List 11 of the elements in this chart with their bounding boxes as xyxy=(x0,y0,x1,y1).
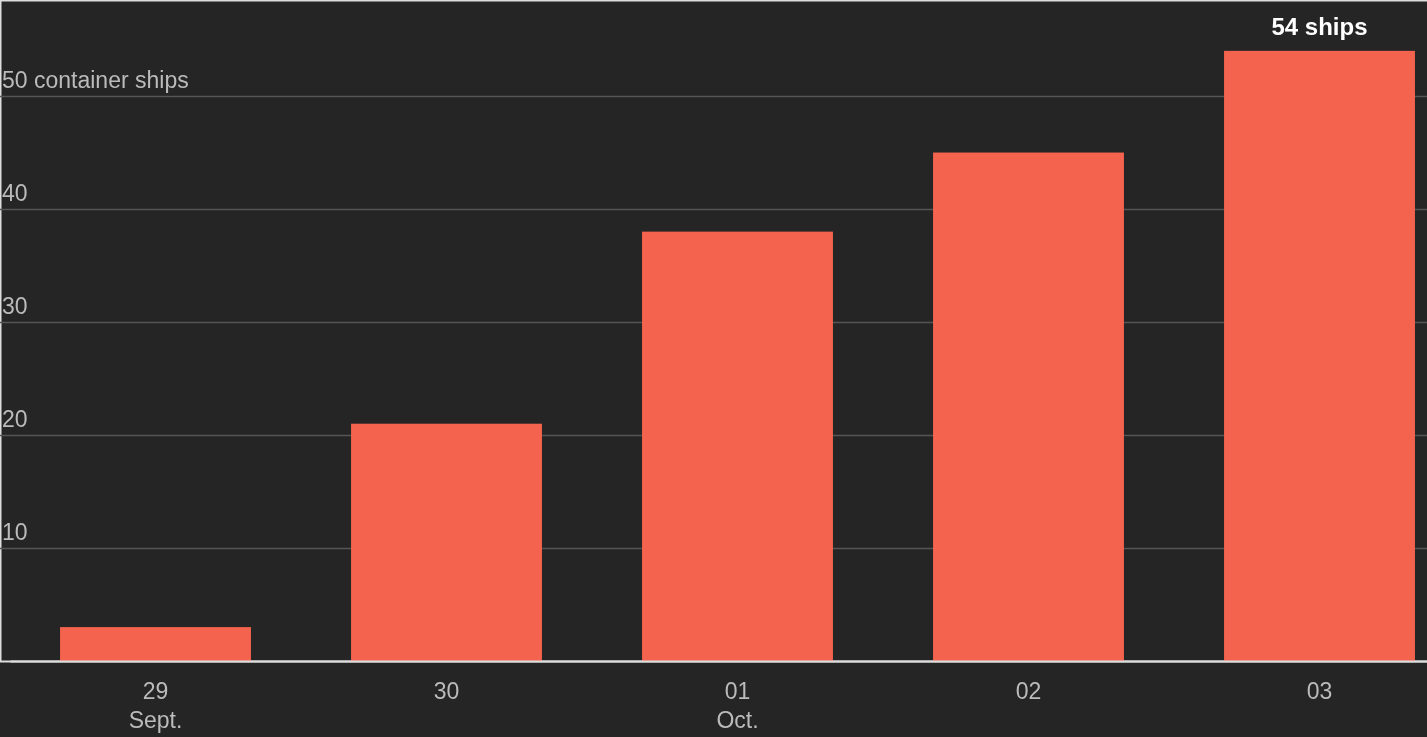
y-tick-label: 10 xyxy=(2,518,28,545)
x-tick-label: 30 xyxy=(433,678,460,704)
y-tick-label: 50 container ships xyxy=(2,66,189,93)
y-tick-label: 20 xyxy=(2,405,28,432)
y-tick-label: 40 xyxy=(2,179,28,206)
x-tick-label: 03 xyxy=(1306,678,1333,704)
data-label: 54 ships xyxy=(1271,12,1368,40)
y-tick-label: 30 xyxy=(2,292,28,319)
x-tick-label: 29 Sept. xyxy=(128,678,183,733)
x-tick-label: 02 xyxy=(1015,678,1042,704)
x-tick-label: 01 Oct. xyxy=(716,678,759,733)
